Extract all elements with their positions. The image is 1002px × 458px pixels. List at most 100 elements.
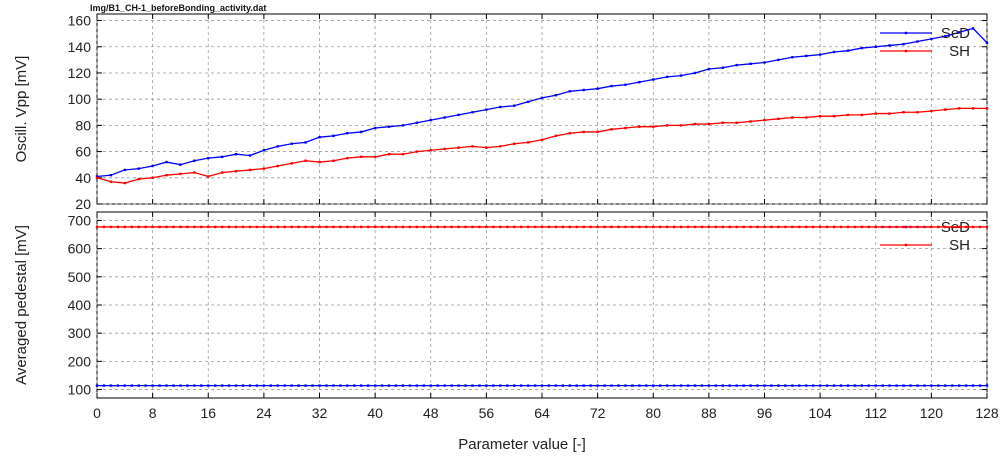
data-point-sh (672, 225, 676, 229)
data-point-sed (387, 125, 391, 128)
data-point-sed (207, 384, 210, 387)
data-point-sh (220, 225, 224, 229)
data-point-sh (791, 225, 794, 229)
data-point-sh (207, 175, 210, 178)
data-point-sh (415, 225, 419, 229)
data-point-sed (763, 61, 766, 64)
data-point-sh (735, 121, 738, 124)
data-point-sed (825, 384, 829, 387)
data-point-sed (763, 384, 766, 387)
data-point-sh (290, 162, 293, 165)
data-point-sh (902, 111, 905, 114)
data-point-sh (902, 225, 905, 229)
data-point-sh (742, 225, 745, 229)
data-point-sed (248, 154, 252, 157)
data-point-sed (422, 384, 425, 387)
data-point-sh (763, 225, 766, 229)
data-point-sed (554, 384, 558, 387)
data-point-sh (179, 225, 182, 229)
data-point-sed (290, 384, 293, 387)
data-point-sed (645, 384, 648, 387)
data-point-sh (151, 225, 154, 229)
data-point-sh (158, 225, 161, 229)
data-point-sed (165, 384, 168, 387)
data-point-sed (318, 135, 321, 139)
data-point-sh (923, 225, 926, 229)
data-point-sh (478, 225, 481, 229)
data-point-sh (665, 124, 669, 127)
data-point-sh (818, 115, 822, 118)
data-point-sed (624, 83, 627, 86)
data-point-sed (415, 121, 419, 124)
x-tick-label: 48 (423, 405, 439, 421)
x-tick-label: 96 (757, 405, 773, 421)
data-point-sh (971, 107, 975, 110)
data-point-sed (832, 50, 836, 54)
data-point-sed (179, 163, 182, 166)
data-point-sed (860, 384, 864, 387)
data-point-sh (596, 130, 599, 134)
data-point-sh (652, 125, 655, 128)
data-point-sh (304, 225, 307, 229)
data-point-sh (269, 225, 273, 229)
data-point-sh (318, 160, 321, 164)
data-point-sh (151, 176, 154, 179)
data-point-sh (714, 225, 718, 229)
data-point-sh (645, 225, 648, 229)
data-point-sh (937, 225, 940, 229)
y-tick-label: 600 (68, 241, 92, 257)
data-point-sed (401, 124, 405, 127)
x-tick-label: 56 (479, 405, 495, 421)
x-tick-label: 72 (590, 405, 606, 421)
data-point-sh (777, 117, 780, 121)
data-point-sh (137, 225, 140, 229)
data-point-sed (853, 384, 857, 387)
data-point-sed (248, 384, 252, 387)
data-point-sh (582, 225, 585, 229)
data-point-sh (186, 225, 189, 229)
data-point-sed (144, 384, 147, 387)
data-point-sh (234, 225, 238, 229)
data-point-sh (262, 225, 266, 229)
data-point-sed (429, 384, 432, 387)
data-point-sed (360, 130, 363, 134)
data-point-sed (798, 384, 801, 387)
x-tick-label: 0 (93, 405, 101, 421)
data-point-sed (526, 100, 530, 103)
data-point-sed (220, 384, 224, 387)
data-point-sed (867, 384, 870, 387)
data-point-sh (144, 225, 147, 229)
data-point-sed (234, 153, 238, 156)
data-point-sh (749, 225, 752, 229)
data-point-sed (624, 384, 627, 387)
data-point-sed (360, 384, 363, 387)
data-point-sh (255, 225, 259, 229)
data-point-sh (881, 225, 884, 229)
data-point-sed (930, 384, 933, 387)
data-point-sed (304, 384, 307, 387)
data-point-sh (116, 225, 120, 229)
data-point-sed (832, 384, 836, 387)
data-point-sed (346, 132, 349, 135)
y-tick-label: 400 (68, 297, 92, 313)
data-point-sed (297, 384, 300, 387)
data-point-sed (721, 384, 724, 387)
data-point-sh (366, 225, 370, 229)
data-point-sed (325, 384, 328, 387)
data-point-sed (95, 384, 99, 387)
data-point-sh (721, 225, 724, 229)
x-tick-label: 80 (645, 405, 661, 421)
data-point-sed (234, 384, 238, 387)
data-point-sed (811, 384, 815, 387)
data-point-sh (770, 225, 773, 229)
data-point-sh (499, 145, 502, 148)
data-point-sed (332, 134, 335, 138)
data-point-sed (902, 42, 905, 46)
data-point-sed (151, 164, 154, 168)
data-point-sed (672, 384, 676, 387)
data-point-sed (186, 384, 189, 387)
data-point-sh (540, 138, 544, 141)
data-point-sh (686, 225, 690, 229)
data-point-sed (214, 384, 217, 387)
data-point-sh (415, 150, 419, 153)
